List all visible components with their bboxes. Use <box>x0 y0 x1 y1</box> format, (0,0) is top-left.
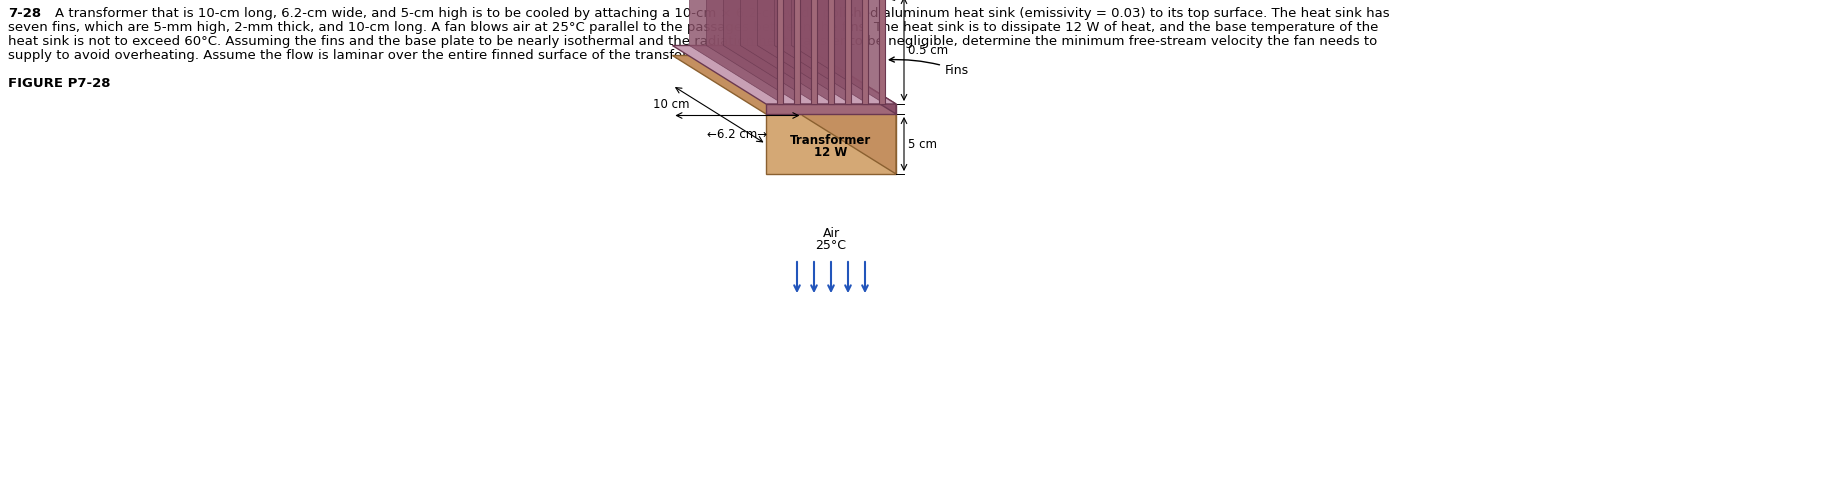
Polygon shape <box>766 105 895 115</box>
Polygon shape <box>828 0 833 105</box>
Text: Air: Air <box>822 227 839 240</box>
Text: 60°C: 60°C <box>890 0 975 1</box>
Text: 5 cm: 5 cm <box>908 138 937 151</box>
Text: 10 cm: 10 cm <box>653 98 689 110</box>
Polygon shape <box>793 0 800 105</box>
Text: 12 W: 12 W <box>813 146 848 159</box>
Polygon shape <box>862 0 868 105</box>
Polygon shape <box>689 0 782 105</box>
Polygon shape <box>775 0 868 105</box>
Polygon shape <box>724 0 817 105</box>
Polygon shape <box>757 0 851 105</box>
Text: 0.5 cm: 0.5 cm <box>908 44 948 56</box>
Text: seven fins, which are 5-mm high, 2-mm thick, and 10-cm long. A fan blows air at : seven fins, which are 5-mm high, 2-mm th… <box>7 21 1378 34</box>
Text: FIGURE P7-28: FIGURE P7-28 <box>7 77 111 90</box>
Text: Transformer: Transformer <box>789 133 871 146</box>
Polygon shape <box>879 0 884 105</box>
Text: heat sink is not to exceed 60°C. Assuming the fins and the base plate to be near: heat sink is not to exceed 60°C. Assumin… <box>7 35 1376 48</box>
Text: ←6.2 cm→: ←6.2 cm→ <box>707 128 767 141</box>
Polygon shape <box>791 0 884 105</box>
Polygon shape <box>706 0 800 105</box>
Polygon shape <box>740 0 833 105</box>
Text: 25°C: 25°C <box>815 239 846 252</box>
Polygon shape <box>802 56 895 175</box>
Polygon shape <box>802 46 895 115</box>
Text: 7-28: 7-28 <box>7 7 42 20</box>
Polygon shape <box>844 0 851 105</box>
Text: supply to avoid overheating. Assume the flow is laminar over the entire finned s: supply to avoid overheating. Assume the … <box>7 49 716 62</box>
Polygon shape <box>777 0 782 105</box>
Text: A transformer that is 10-cm long, 6.2-cm wide, and 5-cm high is to be cooled by : A transformer that is 10-cm long, 6.2-cm… <box>55 7 1389 20</box>
Polygon shape <box>811 0 817 105</box>
Polygon shape <box>673 46 895 105</box>
Polygon shape <box>673 56 895 115</box>
Polygon shape <box>766 115 895 175</box>
Text: Fins: Fins <box>890 58 968 77</box>
